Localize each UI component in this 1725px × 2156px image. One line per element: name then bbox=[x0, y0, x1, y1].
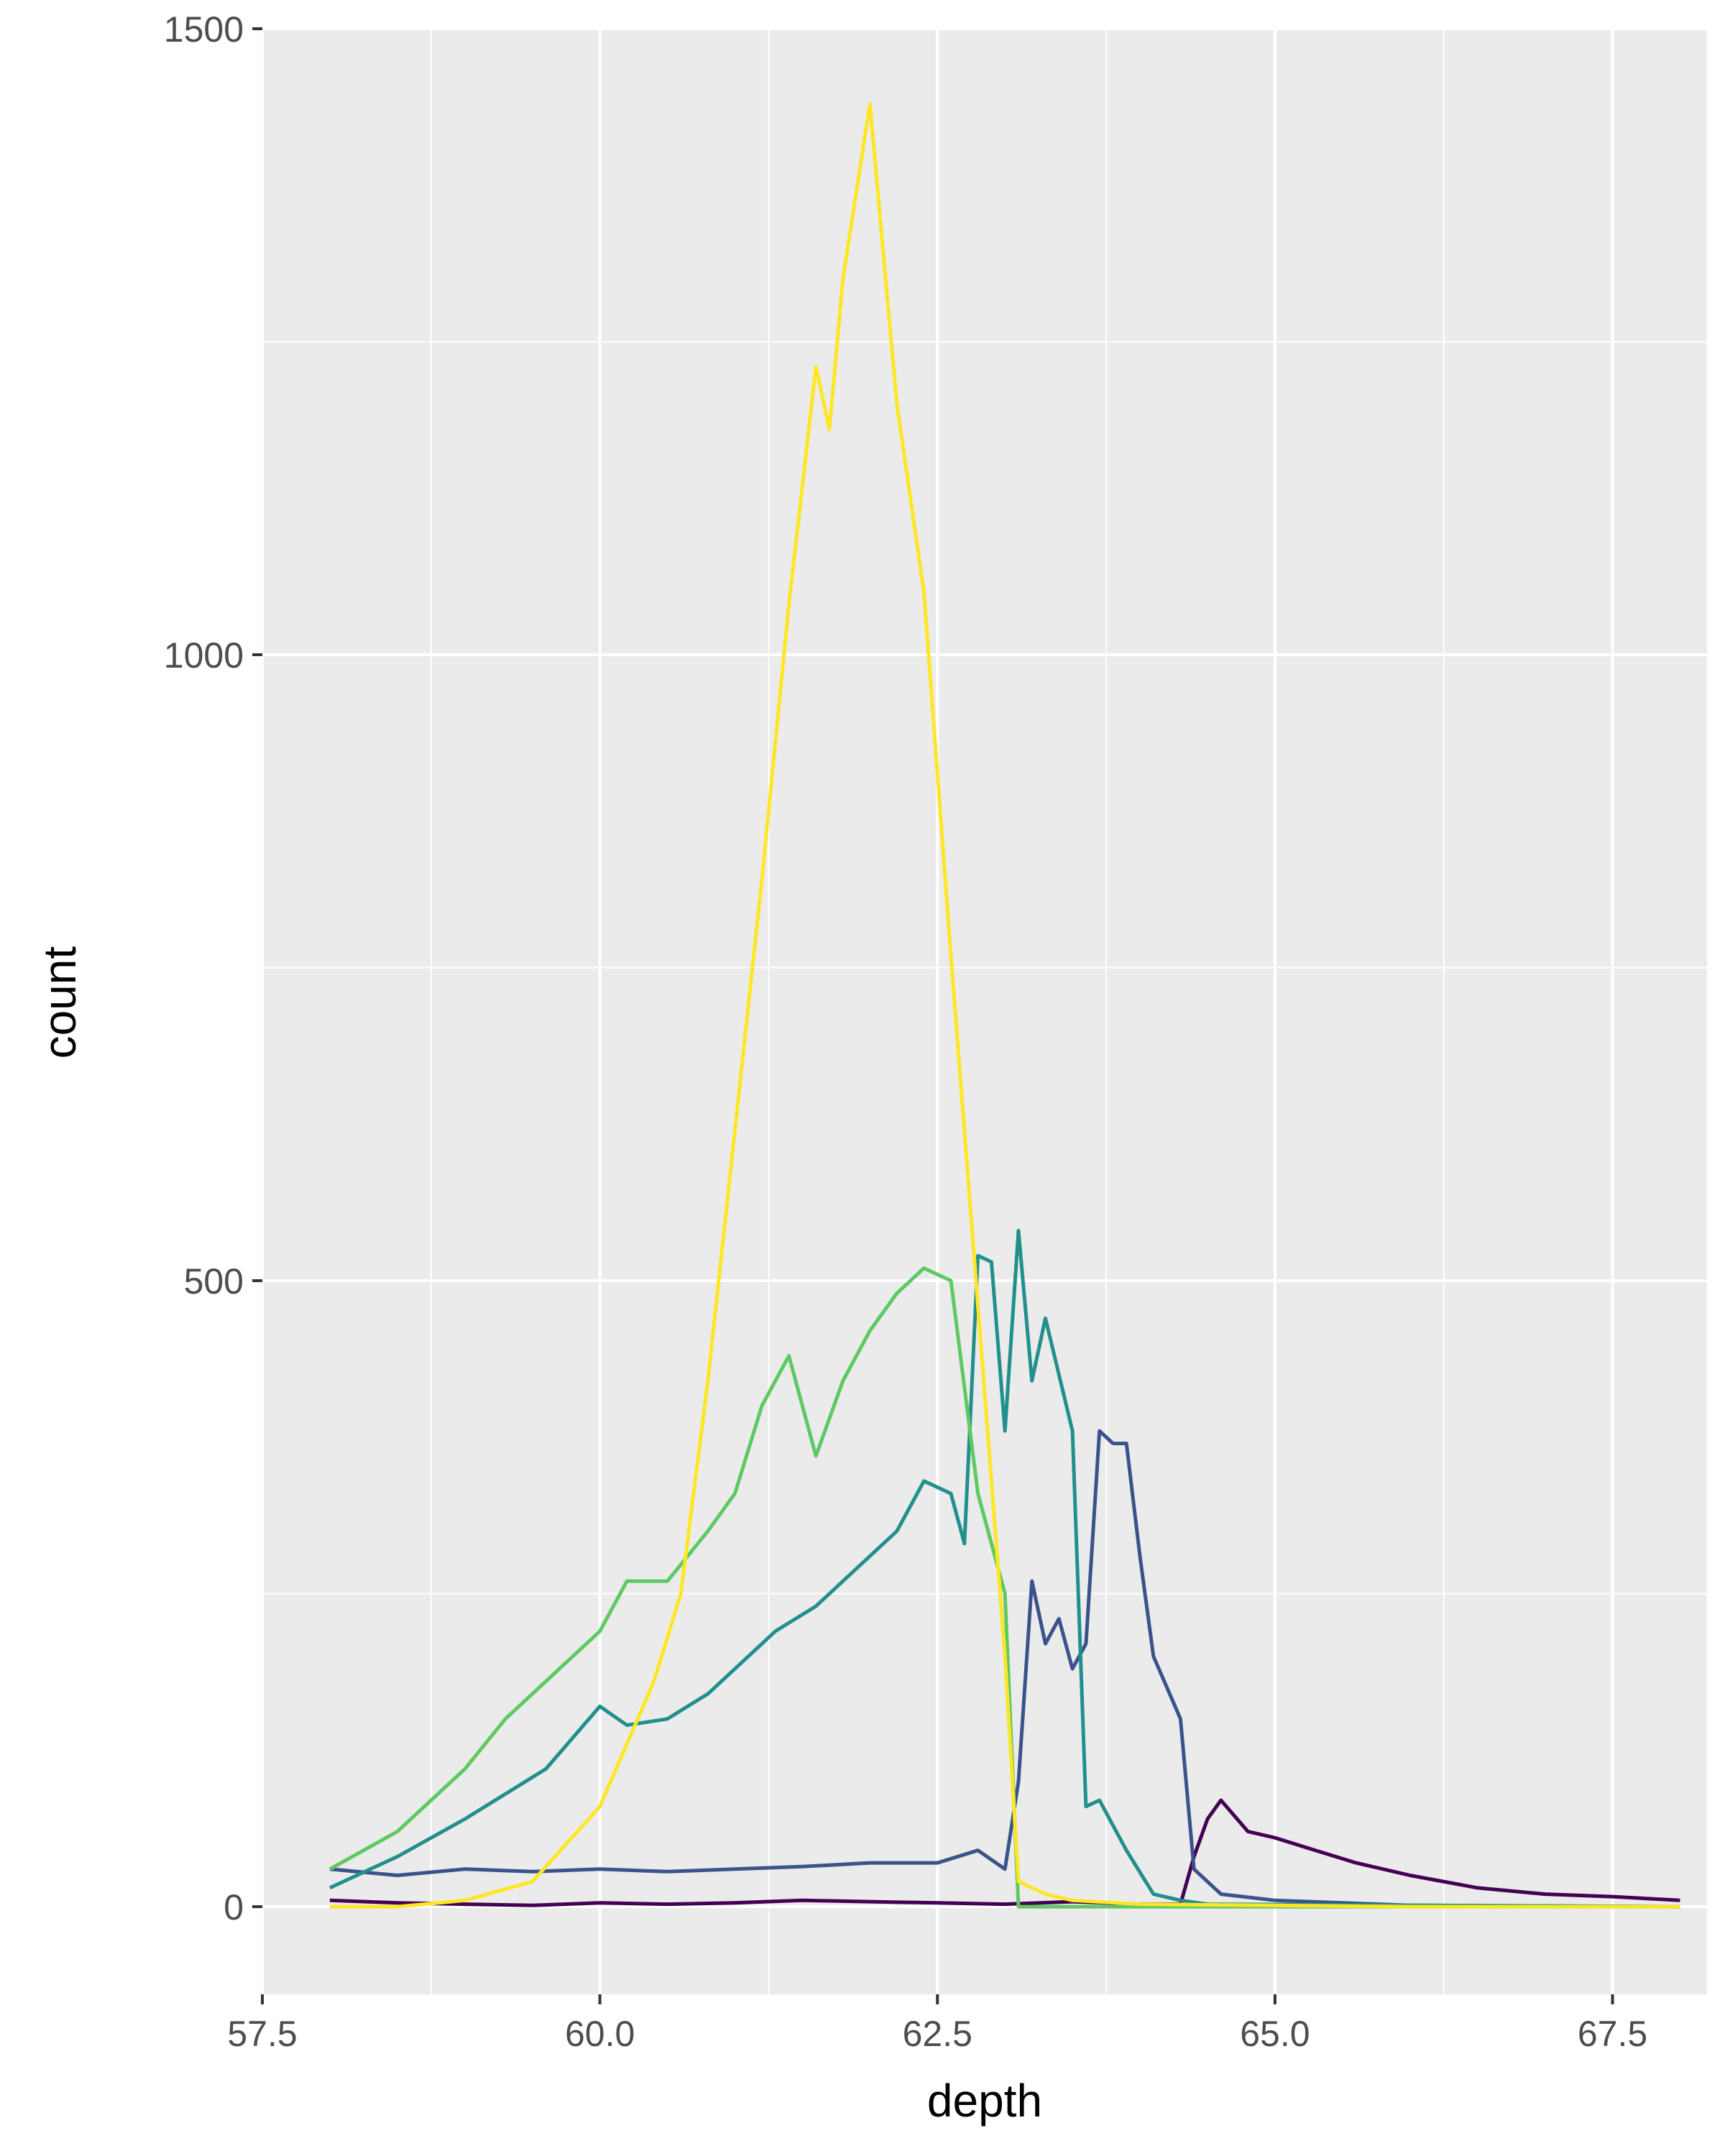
series-line-3 bbox=[328, 1228, 1680, 1909]
y-tick-label: 1000 bbox=[164, 635, 244, 676]
x-tick-label: 57.5 bbox=[227, 2014, 297, 2054]
y-tick-label: 0 bbox=[224, 1887, 244, 1927]
grid-minor bbox=[262, 29, 1707, 1994]
x-tick-label: 67.5 bbox=[1578, 2014, 1647, 2054]
y-tick-label: 1500 bbox=[164, 9, 244, 50]
plot-panel bbox=[262, 29, 1707, 1994]
y-tick-label: 500 bbox=[184, 1261, 244, 1302]
x-tick-label: 62.5 bbox=[903, 2014, 972, 2054]
y-axis: 0 500 1000 1500 bbox=[164, 9, 262, 1927]
x-axis-title: depth bbox=[927, 2075, 1042, 2127]
x-axis: 57.5 60.0 62.5 65.0 67.5 bbox=[227, 1994, 1647, 2054]
series-line-4 bbox=[328, 1266, 1680, 1909]
x-tick-label: 65.0 bbox=[1240, 2014, 1310, 2054]
series-line-5 bbox=[329, 102, 1680, 1909]
x-tick-label: 60.0 bbox=[565, 2014, 635, 2054]
series-layer bbox=[328, 102, 1680, 1909]
series-line-2 bbox=[329, 1429, 1680, 1909]
y-axis-title: count bbox=[34, 946, 86, 1059]
